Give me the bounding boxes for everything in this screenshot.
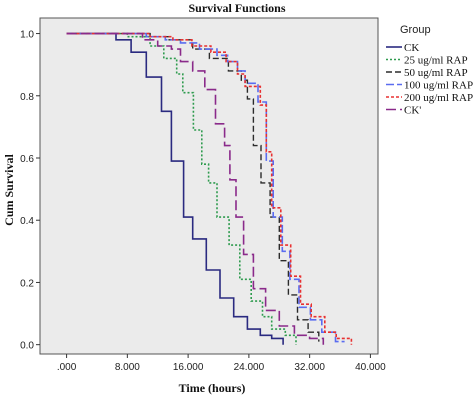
chart-title: Survival Functions [188, 1, 285, 15]
x-tick-label: 40.000 [355, 362, 386, 373]
x-tick-label: 32.000 [294, 362, 325, 373]
x-tick-label: 24.000 [234, 362, 265, 373]
plot-background [39, 17, 379, 355]
y-axis-label: Cum Survival [2, 154, 16, 226]
legend-label: 100 ug/ml RAP [404, 80, 473, 92]
legend-label: CK [404, 42, 419, 54]
x-axis-label: Time (hours) [179, 381, 246, 395]
series-line-25-ug-ml-rap [66, 32, 297, 345]
series-line-ck [66, 32, 325, 345]
y-tick-label: 0.6 [20, 154, 34, 165]
series-line-200-ug-ml-rap [66, 32, 353, 345]
series-line-50-ug-ml-rap [66, 32, 320, 342]
y-tick-label: 0.8 [20, 92, 34, 103]
legend-label: 50 ug/ml RAP [404, 67, 468, 79]
series-line-ck [66, 32, 284, 345]
legend-label: CK' [404, 105, 421, 117]
y-tick-label: 0.2 [20, 278, 34, 289]
legend-label: 200 ug/ml RAP [404, 92, 473, 104]
series-line-100-ug-ml-rap [66, 32, 345, 343]
y-tick-label: 0.4 [20, 216, 34, 227]
x-axis: .000 8.000 16.000 24.000 32.000 40.000 [57, 354, 386, 373]
series-layer [66, 32, 353, 345]
x-tick-label: 16.000 [173, 362, 204, 373]
legend-title: Group [400, 24, 431, 36]
y-tick-label: 0.0 [20, 341, 34, 352]
legend-label: 25 ug/ml RAP [404, 55, 468, 67]
x-tick-label: 8.000 [115, 362, 140, 373]
y-tick-label: 1.0 [20, 30, 34, 41]
y-axis: 0.0 0.2 0.4 0.6 0.8 1.0 [20, 30, 40, 352]
x-tick-label: .000 [57, 362, 77, 373]
